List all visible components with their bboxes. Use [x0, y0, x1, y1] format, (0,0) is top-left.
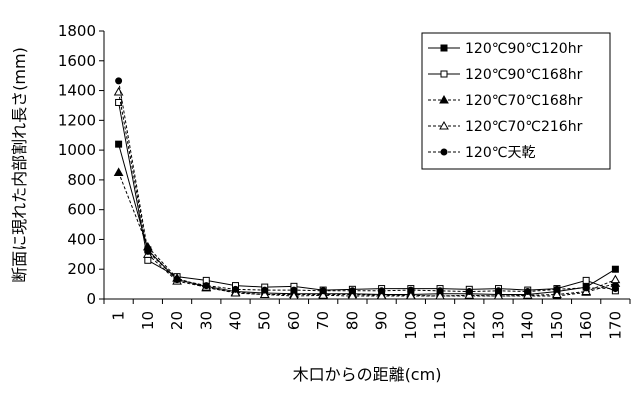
legend-label: 120℃70℃216hr [465, 119, 583, 135]
data-point [465, 288, 473, 296]
x-tick-label: 80 [343, 311, 361, 330]
data-point [347, 291, 358, 300]
y-ticks: 0 200 400 600 800 1000 1200 1400 1600 1800 [58, 22, 104, 308]
x-tick-label: 140 [519, 311, 537, 340]
x-tick-label: 1 [110, 311, 128, 321]
legend: 120℃90℃120hr 120℃90℃168hr 120℃70℃168hr 120℃… [421, 32, 611, 170]
y-tick-label: 400 [67, 230, 96, 248]
data-point [115, 77, 123, 85]
data-point [259, 289, 270, 299]
data-point [318, 290, 329, 299]
data-point [552, 289, 562, 299]
x-tick-label: 10 [139, 311, 157, 330]
series-line [118, 80, 616, 293]
data-point [115, 98, 123, 106]
legend-entry: 120℃90℃168hr [428, 67, 583, 83]
data-point [144, 256, 152, 264]
data-point [524, 288, 532, 296]
x-tick-label: 120 [460, 311, 478, 340]
y-tick-label: 800 [67, 171, 96, 189]
data-point [495, 287, 502, 295]
x-tick-label: 90 [373, 311, 391, 330]
x-tick-label: 20 [168, 311, 186, 330]
x-ticks: 1 10 20 30 40 50 60 70 80 90 100 110 120 130 140 150 160… [103, 299, 631, 340]
legend-marker [440, 70, 448, 78]
legend-marker [439, 120, 449, 130]
x-tick-label: 110 [431, 311, 449, 340]
data-point [376, 291, 387, 300]
data-point [582, 284, 590, 292]
data-point [378, 287, 386, 295]
series-line [118, 102, 616, 292]
y-tick-label: 0 [86, 290, 96, 308]
data-point [144, 247, 152, 255]
x-tick-label: 170 [606, 311, 624, 340]
data-point [493, 291, 504, 300]
data-point [261, 286, 269, 294]
y-tick-label: 1400 [58, 82, 96, 100]
x-axis-title: 木口からの距離(cm) [293, 365, 442, 384]
data-point [435, 291, 445, 300]
legend-marker [440, 148, 448, 156]
legend-entry: 120℃90℃120hr [428, 41, 583, 57]
y-axis-title: 断面に現れた内部割れ長さ(mm) [10, 47, 29, 283]
data-point [319, 287, 327, 295]
data-point [436, 287, 444, 295]
x-tick-label: 60 [285, 311, 303, 330]
x-tick-label: 100 [402, 311, 420, 340]
data-point [611, 265, 619, 273]
series-layer [113, 77, 621, 300]
data-point [553, 285, 561, 293]
series-line [118, 144, 616, 296]
data-point [582, 276, 590, 284]
legend-label: 120℃90℃168hr [465, 67, 583, 83]
y-tick-label: 600 [67, 201, 96, 219]
series-5 [115, 77, 619, 296]
x-tick-label: 70 [314, 311, 332, 330]
data-point [611, 285, 619, 293]
data-point [405, 291, 416, 300]
data-point [407, 286, 415, 294]
y-tick-label: 1800 [58, 22, 96, 40]
y-tick-label: 1600 [58, 52, 96, 70]
x-tick-label: 160 [577, 311, 595, 340]
y-tick-label: 1000 [58, 141, 96, 159]
legend-marker [440, 44, 448, 52]
data-point [202, 282, 210, 290]
data-point [289, 291, 299, 300]
legend-marker [439, 94, 449, 104]
data-point [115, 140, 123, 148]
x-tick-label: 40 [227, 311, 245, 330]
legend-entry: 120℃70℃216hr [428, 119, 583, 135]
data-point [113, 167, 124, 176]
legend-entry: 120℃天乾 [428, 145, 535, 161]
data-point [173, 276, 181, 284]
data-point [290, 286, 298, 294]
data-point [113, 87, 124, 96]
data-point [348, 287, 356, 295]
data-point [610, 274, 621, 284]
legend-label: 120℃70℃168hr [465, 93, 583, 109]
series-line [118, 172, 616, 297]
data-point [232, 285, 239, 293]
y-tick-label: 200 [67, 260, 96, 278]
x-tick-label: 130 [490, 311, 508, 340]
legend-box [421, 32, 611, 170]
series-line [118, 91, 616, 297]
legend-entry: 120℃70℃168hr [428, 93, 583, 109]
y-tick-label: 1200 [58, 111, 96, 129]
legend-label: 120℃90℃120hr [465, 41, 583, 57]
x-tick-label: 50 [256, 311, 274, 330]
x-tick-label: 30 [197, 311, 215, 330]
legend-label: 120℃天乾 [465, 145, 535, 161]
x-tick-label: 150 [548, 311, 566, 340]
series-3 [113, 167, 621, 300]
